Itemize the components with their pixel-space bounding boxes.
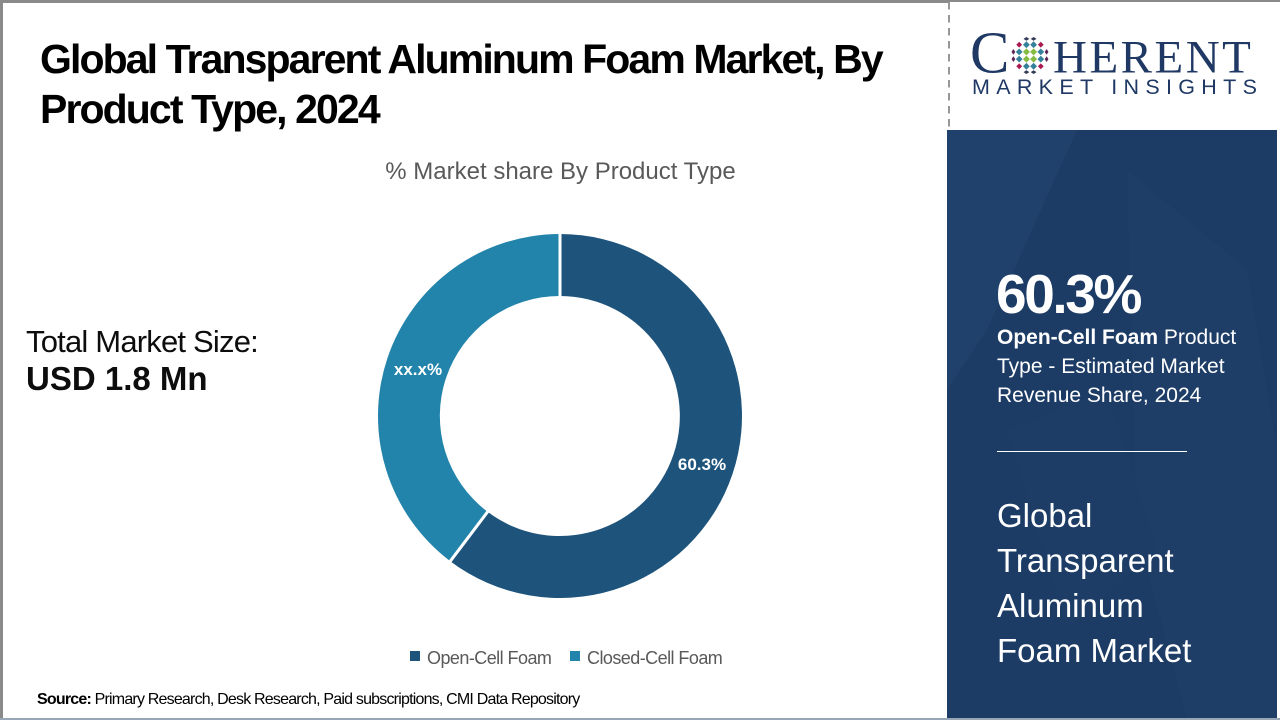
svg-text:MARKET INSIGHTS: MARKET INSIGHTS xyxy=(972,75,1263,99)
svg-text:xx.x%: xx.x% xyxy=(394,360,442,379)
svg-text:HERENT: HERENT xyxy=(1053,32,1253,84)
svg-text:60.3%: 60.3% xyxy=(678,455,726,474)
svg-text:C: C xyxy=(970,20,1009,86)
